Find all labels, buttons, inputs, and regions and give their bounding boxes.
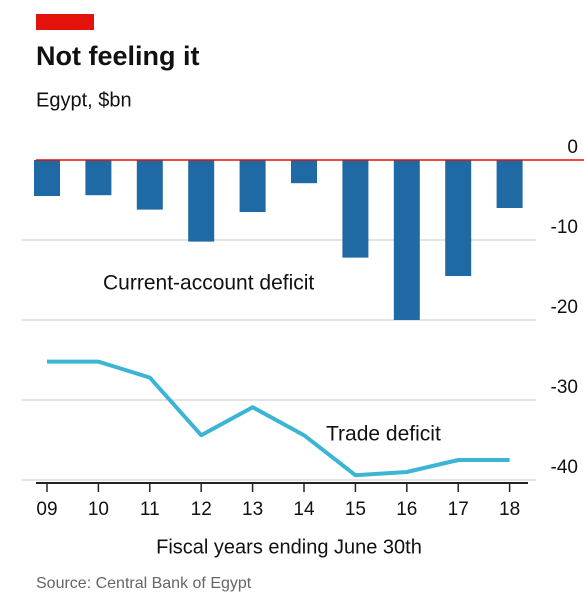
bar bbox=[445, 160, 472, 276]
x-tick-label: 09 bbox=[36, 499, 57, 520]
chart-subtitle: Egypt, $bn bbox=[36, 89, 132, 111]
x-tick-label: 11 bbox=[140, 499, 160, 520]
bar bbox=[342, 160, 369, 258]
x-tick-label: 15 bbox=[345, 499, 366, 520]
bar bbox=[239, 160, 266, 212]
x-tick-label: 13 bbox=[242, 499, 263, 520]
y-tick-label: -20 bbox=[551, 297, 578, 318]
bar bbox=[393, 160, 420, 320]
x-tick-label: 18 bbox=[499, 499, 520, 520]
bar bbox=[136, 160, 163, 210]
chart-title: Not feeling it bbox=[36, 41, 200, 71]
y-tick-label: -30 bbox=[551, 377, 578, 398]
bar bbox=[188, 160, 215, 242]
x-axis-label: Fiscal years ending June 30th bbox=[156, 536, 422, 558]
bar bbox=[291, 160, 317, 184]
y-tick-label: -40 bbox=[551, 457, 578, 478]
brand-tag bbox=[36, 14, 94, 30]
y-tick-label: -10 bbox=[551, 217, 578, 238]
x-tick-label: 10 bbox=[88, 499, 109, 520]
bar bbox=[34, 160, 60, 196]
line bbox=[47, 359, 510, 478]
bar bbox=[85, 160, 112, 196]
bar bbox=[496, 160, 523, 208]
y-tick-label: 0 bbox=[567, 137, 578, 158]
x-tick-label: 17 bbox=[448, 499, 469, 520]
source: Source: Central Bank of Egypt bbox=[36, 575, 252, 592]
x-tick-label: 16 bbox=[396, 499, 417, 520]
series-label: Current-account deficit bbox=[103, 272, 314, 295]
x-tick-label: 14 bbox=[293, 499, 315, 520]
x-tick-label: 12 bbox=[191, 499, 212, 520]
series-label: Trade deficit bbox=[326, 423, 441, 446]
